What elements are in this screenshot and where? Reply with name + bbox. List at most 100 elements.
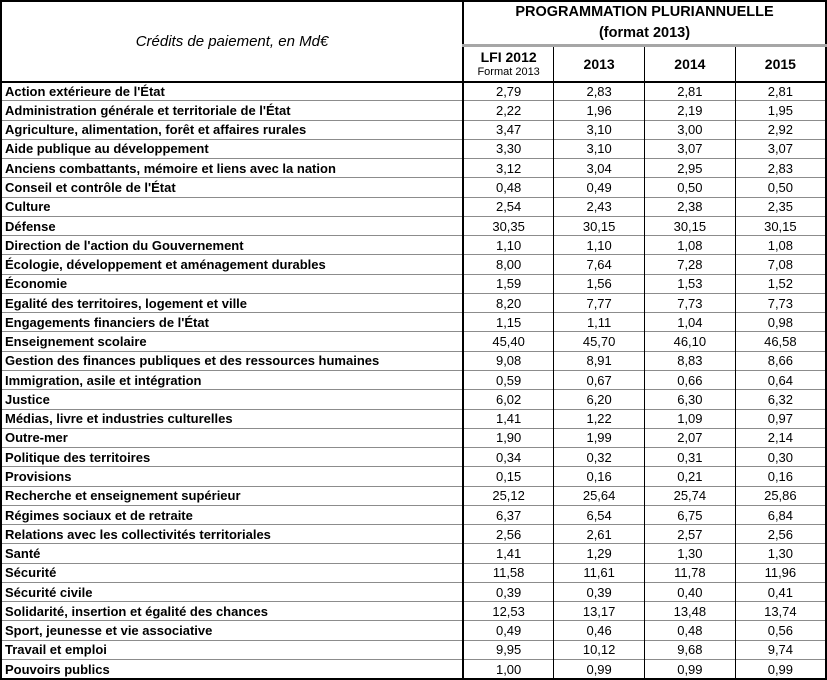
row-label: Administration générale et territoriale … xyxy=(1,100,464,121)
row-label: Économie xyxy=(1,273,464,294)
row-value: 8,20 xyxy=(462,292,554,313)
row-value: 2,38 xyxy=(644,196,736,217)
row-label: Outre-mer xyxy=(1,427,464,448)
table-row: Défense 30,35 30,15 30,15 30,15 xyxy=(1,215,826,236)
row-label: Justice xyxy=(1,389,464,410)
row-value: 0,21 xyxy=(644,466,736,487)
table-header: Crédits de paiement, en Md€ PROGRAMMATIO… xyxy=(1,1,826,83)
table-row: Justice 6,02 6,20 6,30 6,32 xyxy=(1,389,826,410)
row-value: 0,15 xyxy=(462,466,554,487)
row-value: 2,35 xyxy=(734,196,826,217)
row-value: 6,54 xyxy=(553,504,645,525)
table-row: Engagements financiers de l'État 1,15 1,11… xyxy=(1,312,826,332)
row-value: 1,10 xyxy=(553,235,645,255)
row-value: 11,61 xyxy=(553,562,645,583)
row-value: 6,30 xyxy=(644,389,736,410)
row-value: 30,35 xyxy=(462,215,554,236)
table-row: Immigration, asile et intégration 0,59 0,6… xyxy=(1,370,826,390)
row-value: 8,66 xyxy=(734,350,826,371)
row-value: 7,73 xyxy=(734,292,826,313)
row-label: Recherche et enseignement supérieur xyxy=(1,485,464,506)
row-value: 8,91 xyxy=(553,350,645,371)
row-value: 1,41 xyxy=(462,543,554,564)
row-value: 7,28 xyxy=(644,254,736,275)
column-header: 2013 xyxy=(553,45,645,83)
row-value: 11,58 xyxy=(462,562,554,583)
table-row: Enseignement scolaire 45,40 45,70 46,10 46,5… xyxy=(1,331,826,352)
row-value: 9,08 xyxy=(462,350,554,371)
corner-label: Crédits de paiement, en Md€ xyxy=(1,1,464,83)
row-value: 9,74 xyxy=(734,639,826,660)
row-label: Sécurité xyxy=(1,562,464,583)
row-value: 2,14 xyxy=(734,427,826,448)
row-value: 1,56 xyxy=(553,273,645,294)
row-label: Aide publique au développement xyxy=(1,138,464,159)
row-label: Écologie, développement et aménagement d… xyxy=(1,254,464,275)
row-value: 8,00 xyxy=(462,254,554,275)
row-value: 0,64 xyxy=(734,370,826,390)
row-value: 6,75 xyxy=(644,504,736,525)
row-value: 3,00 xyxy=(644,119,736,140)
row-value: 6,32 xyxy=(734,389,826,410)
row-value: 2,61 xyxy=(553,524,645,544)
row-value: 2,22 xyxy=(462,100,554,121)
row-value: 1,99 xyxy=(553,427,645,448)
row-value: 2,56 xyxy=(462,524,554,544)
table-row: Egalité des territoires, logement et vil… xyxy=(1,292,826,313)
row-label: Egalité des territoires, logement et vil… xyxy=(1,292,464,313)
row-label: Agriculture, alimentation, forêt et affa… xyxy=(1,119,464,140)
row-value: 0,98 xyxy=(734,312,826,332)
table-row: Action extérieure de l'État 2,79 2,83 2,81 2… xyxy=(1,81,826,101)
column-header: 2014 xyxy=(644,45,736,83)
row-value: 1,59 xyxy=(462,273,554,294)
row-value: 1,90 xyxy=(462,427,554,448)
row-value: 0,48 xyxy=(644,620,736,641)
row-value: 30,15 xyxy=(644,215,736,236)
row-label: Solidarité, insertion et égalité des cha… xyxy=(1,601,464,621)
row-value: 0,16 xyxy=(734,466,826,487)
row-value: 13,48 xyxy=(644,601,736,621)
row-value: 2,92 xyxy=(734,119,826,140)
row-value: 1,41 xyxy=(462,408,554,429)
row-value: 7,64 xyxy=(553,254,645,275)
row-value: 0,99 xyxy=(734,659,826,679)
row-label: Sécurité civile xyxy=(1,581,464,602)
row-value: 13,17 xyxy=(553,601,645,621)
row-value: 6,20 xyxy=(553,389,645,410)
row-value: 3,07 xyxy=(644,138,736,159)
row-value: 1,29 xyxy=(553,543,645,564)
row-label: Anciens combattants, mémoire et liens av… xyxy=(1,158,464,178)
table-row: Gestion des finances publiques et des re… xyxy=(1,350,826,371)
column-label: 2014 xyxy=(674,55,706,72)
row-value: 3,10 xyxy=(553,138,645,159)
row-value: 0,31 xyxy=(644,447,736,467)
row-value: 0,59 xyxy=(462,370,554,390)
table-row: Agriculture, alimentation, forêt et affa… xyxy=(1,119,826,140)
row-value: 30,15 xyxy=(553,215,645,236)
column-header-row: LFI 2012 Format 2013 2013 2014 2015 xyxy=(1,45,826,83)
row-label: Direction de l'action du Gouvernement xyxy=(1,235,464,255)
row-value: 6,37 xyxy=(462,504,554,525)
row-label: Défense xyxy=(1,215,464,236)
table-row: Sécurité 11,58 11,61 11,78 11,96 xyxy=(1,562,826,583)
row-label: Enseignement scolaire xyxy=(1,331,464,352)
row-label: Travail et emploi xyxy=(1,639,464,660)
group-header-row: Crédits de paiement, en Md€ PROGRAMMATIO… xyxy=(1,1,826,83)
table-row: Culture 2,54 2,43 2,38 2,35 xyxy=(1,196,826,217)
row-label: Engagements financiers de l'État xyxy=(1,312,464,332)
table-row: Sécurité civile 0,39 0,39 0,40 0,41 xyxy=(1,581,826,602)
row-value: 1,30 xyxy=(734,543,826,564)
table-row: Provisions 0,15 0,16 0,21 0,16 xyxy=(1,466,826,487)
row-value: 1,22 xyxy=(553,408,645,429)
row-value: 8,83 xyxy=(644,350,736,371)
group-header: PROGRAMMATION PLURIANNUELLE (format 2013… xyxy=(463,1,826,48)
row-value: 2,54 xyxy=(462,196,554,217)
row-label: Conseil et contrôle de l'État xyxy=(1,177,464,198)
row-value: 25,86 xyxy=(734,485,826,506)
row-value: 25,12 xyxy=(462,485,554,506)
row-value: 0,30 xyxy=(734,447,826,467)
row-value: 0,40 xyxy=(644,581,736,602)
row-value: 0,97 xyxy=(734,408,826,429)
row-value: 1,96 xyxy=(553,100,645,121)
